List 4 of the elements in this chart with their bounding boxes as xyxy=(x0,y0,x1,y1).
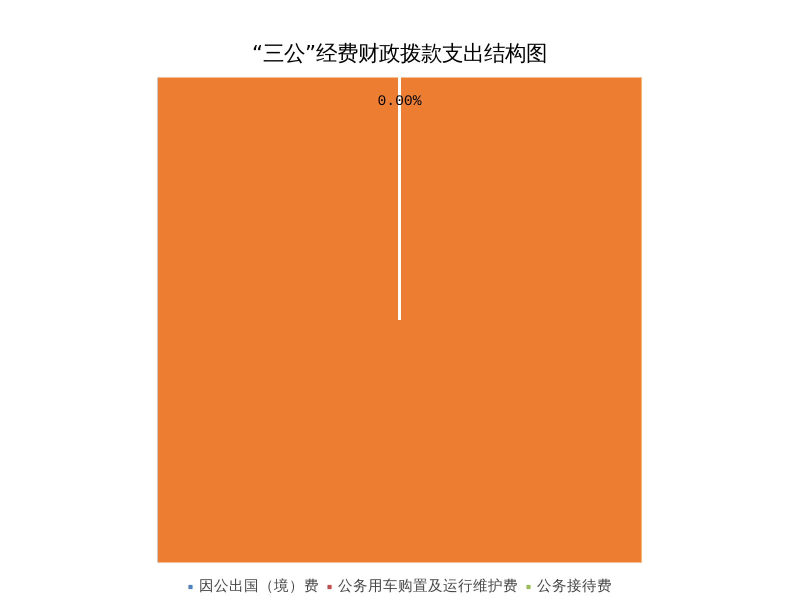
legend-label: 公务用车购置及运行维护费 xyxy=(338,576,518,596)
chart-title: “三公”经费财政拨款支出结构图 xyxy=(252,42,548,66)
legend-label: 公务接待费 xyxy=(537,576,612,596)
legend-label: 因公出国（境）费 xyxy=(199,576,319,596)
